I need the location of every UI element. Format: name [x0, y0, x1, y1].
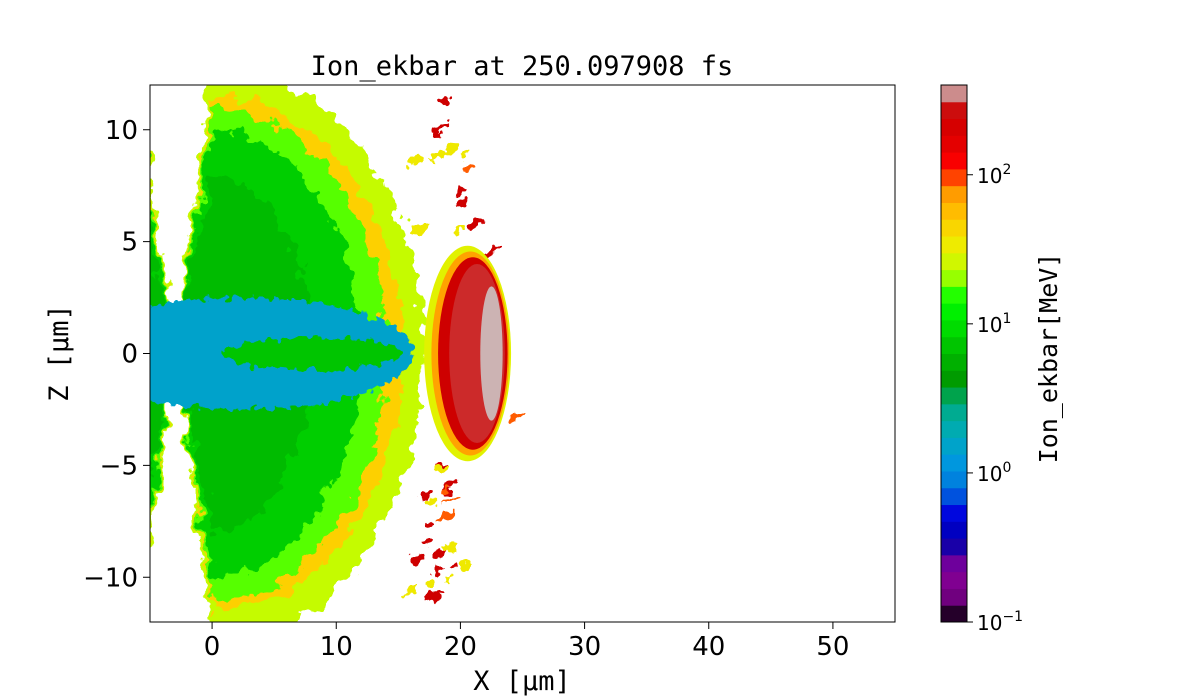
debris-fragment [449, 563, 460, 570]
chart-title: Ion_ekbar at 250.097908 fs [311, 51, 734, 82]
debris-fragment [465, 164, 476, 173]
colorbar-level [941, 168, 967, 187]
colorbar-level [941, 454, 967, 472]
colorbar-level [941, 387, 967, 405]
debris-fragment [424, 537, 433, 545]
colorbar-level [941, 269, 967, 287]
colorbar-tick-label: 10−1 [977, 609, 1023, 635]
colorbar-tick-label: 100 [977, 460, 1011, 486]
debris-fragment [432, 122, 450, 133]
colorbar-frame [940, 84, 968, 623]
colorbar-level [941, 252, 967, 271]
axial-channel [150, 297, 414, 410]
y-tick-label: 10 [105, 116, 138, 146]
y-tick-label: 0 [121, 340, 138, 370]
debris-fragment [423, 591, 434, 601]
colorbar-level [941, 554, 967, 573]
colorbar-level [941, 571, 967, 589]
debris-fragment [425, 519, 435, 529]
colorbar-level [941, 336, 967, 354]
colorbar-level [941, 470, 967, 489]
debris-fragment [431, 149, 449, 161]
debris-fragment [443, 494, 461, 506]
x-tick-label: 10 [320, 632, 353, 662]
debris-fragment [444, 542, 458, 552]
bunch-peak [480, 286, 503, 421]
colorbar-level [941, 202, 967, 220]
y-tick-label: −10 [83, 563, 138, 593]
colorbar-level [941, 538, 967, 556]
colorbar-level [941, 219, 967, 237]
colorbar-level [941, 286, 967, 304]
debris-fragment [441, 486, 451, 493]
colorbar-level [941, 487, 967, 506]
colorbar-level [941, 303, 967, 321]
colorbar: 10−1 100 101 102 Ion_ekbar[MeV] [940, 84, 1063, 635]
colorbar-level [941, 85, 967, 103]
debris-fragment [506, 410, 523, 422]
colorbar-level [941, 588, 967, 606]
colorbar-level [941, 605, 967, 623]
debris-fragment [438, 510, 456, 522]
debris-fragment [432, 549, 448, 560]
channel-inner [221, 337, 402, 370]
colorbar-level [941, 152, 967, 170]
debris-fragment [426, 579, 436, 589]
debris-fragment [452, 226, 463, 235]
debris-fragment [409, 553, 425, 566]
y-ticks: −10 −5 0 5 10 [83, 116, 150, 593]
debris-fragment [458, 198, 469, 207]
x-tick-label: 30 [568, 632, 601, 662]
debris-fragment [446, 142, 460, 154]
debris-fragment [443, 489, 452, 496]
debris-fragment [405, 155, 423, 167]
debris-fragment [402, 586, 419, 597]
colorbar-level [941, 353, 967, 371]
colorbar-level [941, 420, 967, 438]
debris-fragment [433, 567, 443, 575]
debris-fragment [457, 150, 470, 159]
x-ticks: 0 10 20 30 40 50 [204, 622, 849, 662]
debris-fragment [425, 498, 436, 507]
debris-fragment [440, 96, 450, 107]
colorbar-level [941, 185, 967, 203]
colorbar-level [941, 118, 967, 136]
y-tick-label: −5 [100, 451, 138, 481]
colorbar-level [941, 319, 967, 338]
debris-fragment [460, 560, 473, 569]
debris-fragment [418, 490, 434, 502]
colorbar-level [941, 504, 967, 522]
x-tick-label: 0 [204, 632, 221, 662]
debris-fragment [454, 187, 467, 196]
colorbar-level [941, 236, 967, 254]
colorbar-label: Ion_ekbar[MeV] [1034, 253, 1063, 464]
plot-area: 0 10 20 30 40 50 −10 −5 0 5 10 [83, 84, 896, 662]
colorbar-tick-label: 102 [977, 162, 1011, 188]
colorbar-levels [941, 85, 967, 623]
debris-fragment [432, 129, 443, 139]
x-tick-label: 50 [816, 632, 849, 662]
debris-fragment [483, 246, 500, 257]
debris-fragment [411, 222, 430, 235]
debris [402, 96, 523, 602]
colorbar-level [941, 101, 967, 120]
colorbar-level [941, 521, 967, 539]
colorbar-ticks: 10−1 100 101 102 [967, 162, 1023, 635]
x-tick-label: 40 [692, 632, 725, 662]
x-tick-label: 20 [444, 632, 477, 662]
y-axis-label: Z [μm] [44, 304, 75, 402]
debris-fragment [434, 463, 449, 474]
colorbar-level [941, 437, 967, 455]
colorbar-level [941, 370, 967, 388]
ion-bunch [424, 245, 512, 462]
colorbar-level [941, 135, 967, 153]
colorbar-tick-label: 101 [977, 311, 1011, 337]
colorbar-level [941, 403, 967, 422]
debris-fragment [467, 218, 484, 231]
debris-fragment [444, 576, 453, 584]
x-axis-label: X [μm] [473, 666, 571, 697]
y-tick-label: 5 [121, 228, 138, 258]
heatmap-layer [150, 85, 523, 622]
